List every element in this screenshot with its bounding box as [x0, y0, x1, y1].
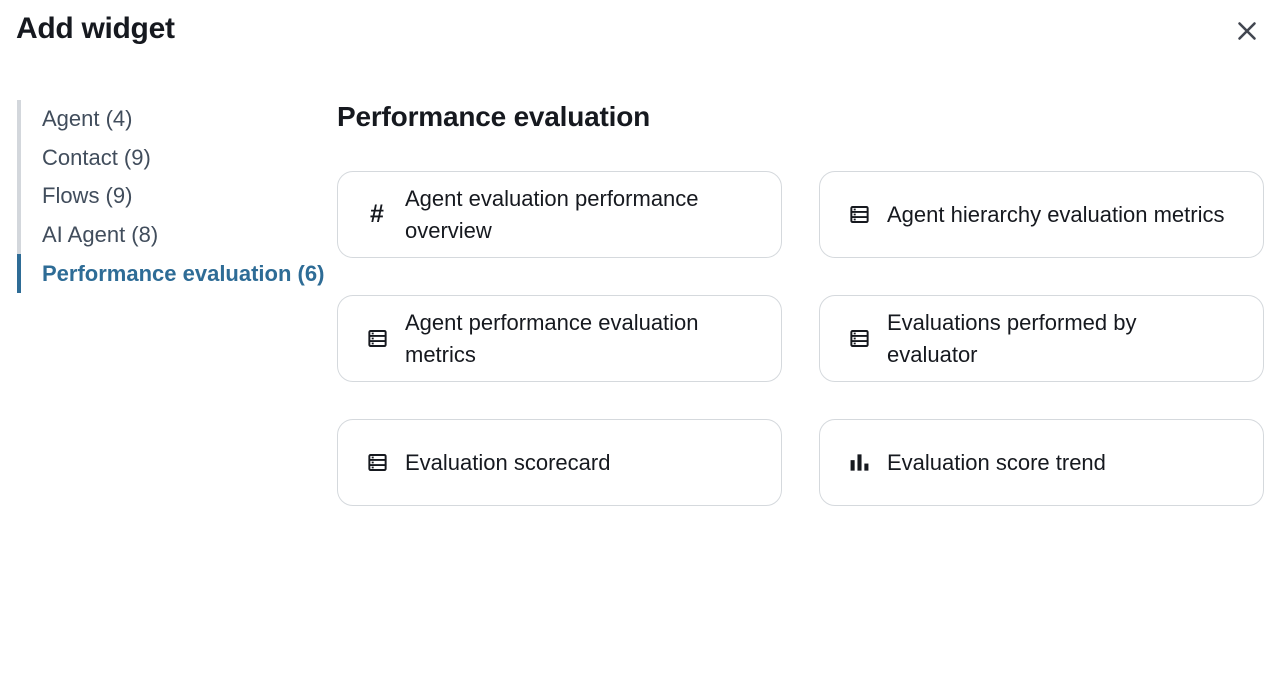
- sidebar-item-ai-agent-8[interactable]: AI Agent (8): [17, 215, 333, 255]
- widget-card-agent-evaluation-performance-overview[interactable]: # Agent evaluation performance overview: [337, 171, 782, 258]
- sidebar-item-flows-9[interactable]: Flows (9): [17, 177, 333, 216]
- category-sidebar: Agent (4) Contact (9) Flows (9) AI Agent (8…: [17, 100, 333, 293]
- number-icon: #: [370, 200, 384, 228]
- widget-card-label: Agent evaluation performance overview: [405, 185, 699, 243]
- sidebar-item-performance-evaluation-6[interactable]: Performance evaluation (6): [17, 254, 333, 293]
- sidebar-item-contact-9[interactable]: Contact (9): [17, 138, 333, 178]
- bar-chart-icon: [846, 452, 872, 473]
- widget-card-agent-performance-evaluation-metrics[interactable]: Agent performance evaluation metrics: [337, 295, 782, 382]
- widget-card-label: Evaluation score trend: [887, 449, 1106, 475]
- sidebar-item-label: AI Agent (8): [42, 222, 159, 248]
- table-icon: [364, 328, 390, 349]
- sidebar-item-label: Agent (4): [42, 106, 133, 132]
- widget-card-agent-hierarchy-evaluation-metrics[interactable]: Agent hierarchy evaluation metrics: [819, 171, 1264, 258]
- close-button[interactable]: [1226, 10, 1268, 52]
- widget-card-evaluation-scorecard[interactable]: Evaluation scorecard: [337, 419, 782, 506]
- widget-card-label: Agent hierarchy evaluation metrics: [887, 201, 1225, 227]
- table-icon: [846, 328, 872, 349]
- sidebar-item-label: Contact (9): [42, 144, 151, 170]
- widget-card-label: Evaluations performed by evaluator: [887, 309, 1137, 367]
- close-icon: [1238, 22, 1256, 40]
- dialog-title: Add widget: [16, 12, 175, 45]
- widget-card-evaluations-performed-by-evaluator[interactable]: Evaluations performed by evaluator: [819, 295, 1264, 382]
- widget-card-label: Evaluation scorecard: [405, 449, 611, 475]
- table-icon: [846, 204, 872, 225]
- section-heading: Performance evaluation: [337, 101, 651, 132]
- table-icon: [364, 452, 390, 473]
- widget-card-label: Agent performance evaluation metrics: [405, 309, 699, 367]
- sidebar-item-label: Performance evaluation (6): [42, 260, 325, 286]
- widget-grid: # Agent evaluation performance overview A…: [337, 171, 1264, 506]
- widget-card-evaluation-score-trend[interactable]: Evaluation score trend: [819, 419, 1264, 506]
- sidebar-item-agent-4[interactable]: Agent (4): [17, 100, 333, 139]
- sidebar-item-label: Flows (9): [42, 183, 133, 209]
